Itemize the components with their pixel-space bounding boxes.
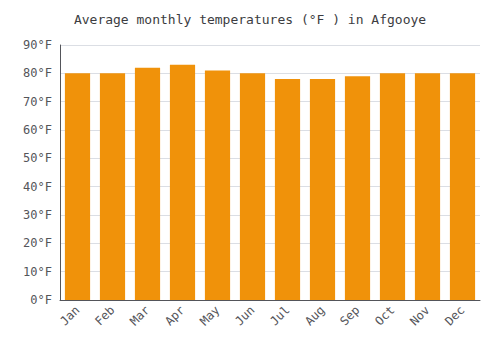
svg-text:Apr: Apr xyxy=(162,303,187,328)
svg-text:Oct: Oct xyxy=(372,303,397,328)
svg-text:70°F: 70°F xyxy=(23,95,52,109)
svg-text:0°F: 0°F xyxy=(30,293,52,307)
svg-text:Aug: Aug xyxy=(302,303,327,328)
svg-text:50°F: 50°F xyxy=(23,151,52,165)
svg-text:30°F: 30°F xyxy=(23,208,52,222)
svg-text:Feb: Feb xyxy=(92,303,117,328)
svg-text:Nov: Nov xyxy=(407,303,432,328)
svg-text:Mar: Mar xyxy=(127,303,152,328)
svg-text:May: May xyxy=(197,303,222,328)
svg-text:Dec: Dec xyxy=(442,303,467,328)
svg-text:20°F: 20°F xyxy=(23,236,52,250)
svg-text:80°F: 80°F xyxy=(23,66,52,80)
svg-text:Jun: Jun xyxy=(232,303,257,328)
svg-text:90°F: 90°F xyxy=(23,38,52,52)
svg-text:Average monthly temperatures (: Average monthly temperatures (°F ) in Af… xyxy=(74,12,426,27)
svg-text:Jan: Jan xyxy=(57,303,82,328)
svg-text:60°F: 60°F xyxy=(23,123,52,137)
svg-text:10°F: 10°F xyxy=(23,265,52,279)
svg-text:Sep: Sep xyxy=(337,303,362,328)
svg-text:Jul: Jul xyxy=(267,303,292,328)
svg-text:40°F: 40°F xyxy=(23,180,52,194)
